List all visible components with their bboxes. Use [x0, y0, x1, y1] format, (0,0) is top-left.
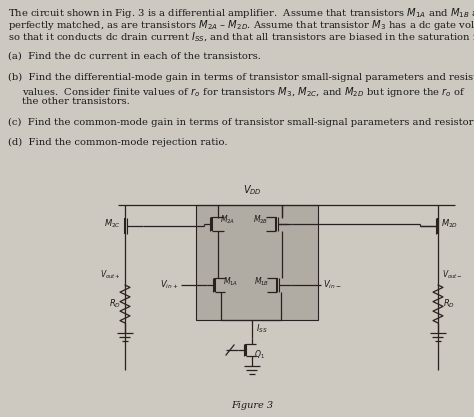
Text: (c)  Find the common-mode gain in terms of transistor small-signal parameters an: (c) Find the common-mode gain in terms o…: [8, 118, 474, 127]
Text: $M_{2B}$: $M_{2B}$: [253, 214, 268, 226]
Text: perfectly matched, as are transistors $M_{2A}$ – $M_{2D}$. Assume that transisto: perfectly matched, as are transistors $M…: [8, 18, 474, 32]
Bar: [196, 205, 318, 320]
Text: $M_{1B}$: $M_{1B}$: [254, 276, 269, 288]
Text: $V_{out-}$: $V_{out-}$: [442, 269, 463, 281]
Text: $Q_1$: $Q_1$: [254, 349, 265, 361]
Text: $M_{2C}$: $M_{2C}$: [104, 218, 121, 230]
Text: $I_{SS}$: $I_{SS}$: [256, 323, 268, 335]
Text: Figure 3: Figure 3: [231, 400, 273, 409]
Text: so that it conducts dc drain current $I_{SS}$, and that all transistors are bias: so that it conducts dc drain current $I_…: [8, 30, 474, 44]
Text: $M_{2A}$: $M_{2A}$: [220, 214, 235, 226]
Text: (a)  Find the dc current in each of the transistors.: (a) Find the dc current in each of the t…: [8, 52, 261, 61]
Text: The circuit shown in Fig. 3 is a differential amplifier.  Assume that transistor: The circuit shown in Fig. 3 is a differe…: [8, 6, 474, 20]
Text: (d)  Find the common-mode rejection ratio.: (d) Find the common-mode rejection ratio…: [8, 138, 228, 147]
Text: values.  Consider finite values of $r_o$ for transistors $M_3$, $M_{2C}$, and $M: values. Consider finite values of $r_o$ …: [22, 85, 466, 99]
Text: $R_D$: $R_D$: [109, 298, 121, 310]
Text: (b)  Find the differential-mode gain in terms of transistor small-signal paramet: (b) Find the differential-mode gain in t…: [8, 73, 474, 82]
Text: $R_D$: $R_D$: [443, 298, 455, 310]
Text: $V_{in+}$: $V_{in+}$: [160, 279, 179, 291]
Text: $M_{2D}$: $M_{2D}$: [441, 218, 458, 230]
Text: $V_{out+}$: $V_{out+}$: [100, 269, 121, 281]
Text: $M_{1A}$: $M_{1A}$: [223, 276, 238, 288]
Text: $V_{in-}$: $V_{in-}$: [323, 279, 341, 291]
Text: the other transistors.: the other transistors.: [22, 97, 130, 106]
Text: $V_{DD}$: $V_{DD}$: [243, 183, 261, 197]
